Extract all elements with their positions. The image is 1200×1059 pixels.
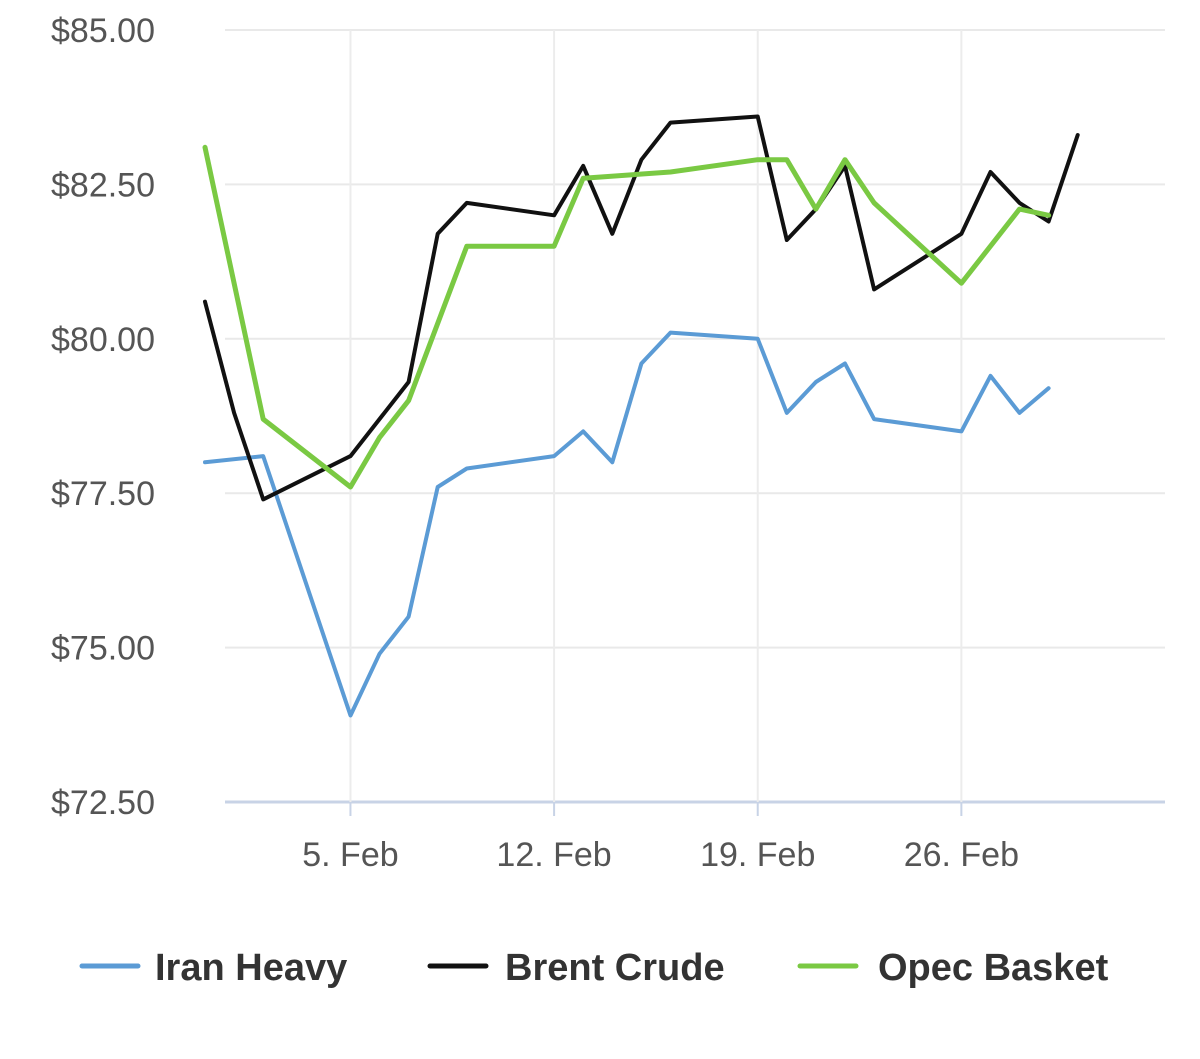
- x-tick-label: 12. Feb: [496, 836, 611, 874]
- legend-label: Iran Heavy: [155, 947, 347, 989]
- legend-label: Opec Basket: [878, 947, 1109, 989]
- legend-item-opec-basket[interactable]: Opec Basket: [797, 947, 1109, 989]
- series-line-iran-heavy: [203, 330, 1051, 718]
- axes: $85.00 $82.50 $80.00 $77.50 $75.00 $72.50 5. F…: [51, 12, 1019, 874]
- legend-item-brent-crude[interactable]: Brent Crude: [427, 947, 725, 989]
- x-tick-label: 5. Feb: [302, 836, 398, 874]
- legend-item-iran-heavy[interactable]: Iran Heavy: [79, 947, 347, 989]
- series-lines: [202, 114, 1080, 718]
- y-tick-label: $82.50: [51, 166, 155, 204]
- x-tick-label: 26. Feb: [904, 836, 1019, 874]
- y-tick-label: $75.00: [51, 630, 155, 668]
- y-tick-label: $72.50: [51, 784, 155, 822]
- x-tick-label: 19. Feb: [700, 836, 815, 874]
- legend: Iran Heavy Brent Crude Opec Basket: [79, 947, 1109, 989]
- series-line-opec-basket: [202, 144, 1052, 490]
- grid: [225, 29, 1165, 804]
- y-tick-label: $77.50: [51, 475, 155, 513]
- legend-label: Brent Crude: [505, 947, 725, 989]
- y-tick-label: $80.00: [51, 321, 155, 359]
- series-line-brent-crude: [203, 114, 1080, 502]
- y-tick-label: $85.00: [51, 12, 155, 50]
